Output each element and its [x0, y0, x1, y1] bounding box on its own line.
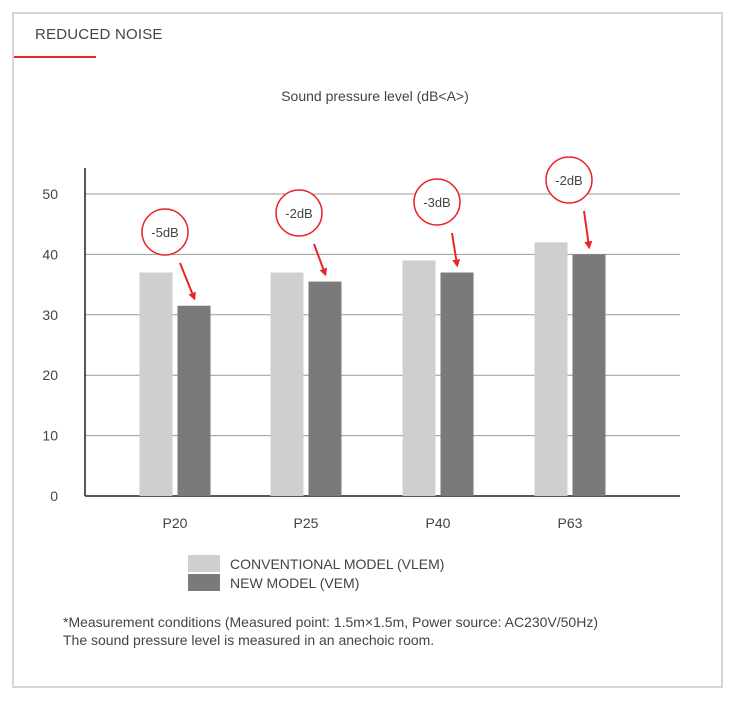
reduction-arrow [313, 243, 328, 277]
note-line-anechoic: The sound pressure level is measured in … [63, 632, 435, 648]
legend-label-new: NEW MODEL (VEM) [230, 574, 360, 591]
reduction-circle [545, 156, 593, 204]
reduction-label: -2dB [555, 173, 582, 188]
reduction-label: -5dB [151, 225, 178, 240]
section-title: REDUCED NOISE [35, 26, 163, 43]
reduction-arrow [583, 210, 593, 250]
chart-legend: CONVENTIONAL MODEL (VLEM) NEW MODEL (VEM… [188, 554, 444, 592]
x-tick-label: P40 [426, 515, 451, 531]
bar-new [177, 305, 211, 496]
reduction-circle [141, 208, 189, 256]
legend-swatch-conventional [188, 555, 220, 572]
legend-label-conventional: CONVENTIONAL MODEL (VLEM) [230, 555, 445, 572]
bar-conventional [270, 272, 304, 496]
y-tick-label: 50 [42, 186, 58, 202]
reduction-circle [275, 189, 323, 237]
y-tick-label: 10 [42, 428, 58, 444]
y-tick-label: 30 [42, 307, 58, 323]
bar-new [440, 272, 474, 496]
y-tick-label: 0 [50, 488, 58, 504]
bar-conventional [534, 242, 568, 496]
x-tick-label: P20 [163, 515, 188, 531]
y-tick-label: 20 [42, 367, 58, 383]
note-line-conditions: *Measurement conditions (Measured point:… [63, 614, 598, 630]
bar-conventional [402, 260, 436, 496]
bar-conventional [139, 272, 173, 496]
reduction-arrow [179, 262, 196, 301]
x-tick-label: P63 [558, 515, 583, 531]
y-tick-label: 40 [42, 246, 58, 262]
legend-swatch-new [188, 574, 220, 591]
reduction-arrow [451, 232, 461, 268]
legend-item-new: NEW MODEL (VEM) [188, 573, 444, 592]
reduction-label: -2dB [285, 206, 312, 221]
reduction-label: -3dB [423, 195, 450, 210]
chart-title: Sound pressure level (dB<A>) [281, 88, 469, 104]
section-title-underline [14, 56, 96, 58]
x-tick-label: P25 [294, 515, 319, 531]
measurement-notes: *Measurement conditions (Measured point:… [63, 613, 598, 649]
bar-new [572, 254, 606, 496]
reduction-circle [413, 178, 461, 226]
bar-new [308, 281, 342, 496]
legend-item-conventional: CONVENTIONAL MODEL (VLEM) [188, 554, 444, 573]
